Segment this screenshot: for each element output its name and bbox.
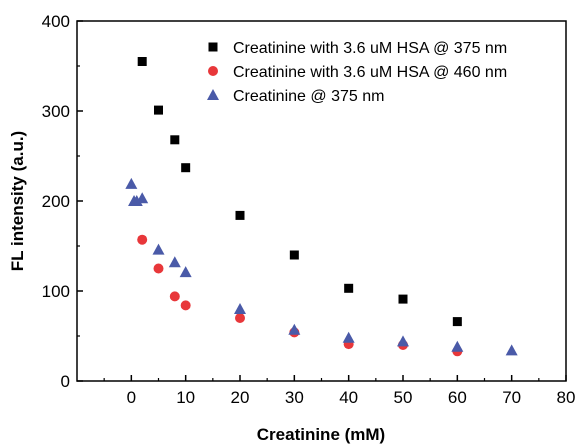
point-series-2 [153, 263, 164, 274]
legend-marker-3 [207, 89, 219, 100]
point-series-2 [235, 313, 245, 323]
point-series-1 [181, 163, 191, 173]
point-series-3 [451, 340, 464, 352]
point-series-2 [180, 300, 191, 311]
point-series-2 [137, 234, 148, 245]
point-series-1 [289, 250, 299, 260]
y-tick-label: 100 [42, 282, 70, 301]
x-tick-label: 70 [502, 388, 521, 407]
point-series-1 [137, 57, 147, 66]
x-tick-label: 80 [557, 388, 576, 407]
legend-label-3: Creatinine @ 375 nm [233, 88, 384, 105]
x-tick-label: 20 [231, 388, 250, 407]
point-series-3 [342, 331, 355, 343]
x-tick-label: 60 [448, 388, 467, 407]
y-axis-title: FL intensity (a.u.) [8, 131, 27, 271]
legend-label-2: Creatinine with 3.6 uM HSA @ 460 nm [233, 64, 507, 81]
point-series-3 [125, 177, 138, 189]
x-tick-label: 30 [285, 388, 304, 407]
x-tick-label: 0 [127, 388, 136, 407]
x-tick-label: 10 [176, 388, 195, 407]
point-series-1 [235, 210, 245, 220]
point-series-1 [344, 283, 354, 293]
y-tick-label: 400 [42, 12, 70, 31]
point-series-3 [288, 323, 301, 335]
point-series-3 [136, 192, 149, 204]
legend-marker-2 [208, 66, 218, 76]
point-series-3 [152, 243, 165, 255]
y-axis: 0 100 200 300 400 [42, 12, 83, 391]
point-series-3 [505, 344, 518, 356]
legend-marker-1 [208, 42, 218, 52]
x-axis: 0 10 20 30 40 50 60 70 80 [103, 375, 576, 407]
point-series-1 [452, 317, 462, 327]
point-series-2 [169, 291, 180, 302]
point-series-3 [168, 256, 181, 268]
legend-label-1: Creatinine with 3.6 uM HSA @ 375 nm [233, 40, 507, 57]
legend: Creatinine with 3.6 uM HSA @ 375 nm Creat… [207, 40, 507, 105]
point-series-3 [234, 303, 246, 314]
x-tick-label: 50 [394, 388, 413, 407]
point-series-3 [397, 335, 409, 347]
point-series-1 [170, 135, 180, 145]
y-tick-label: 300 [42, 102, 70, 121]
y-tick-label: 0 [61, 372, 70, 391]
point-series-1 [398, 294, 408, 304]
point-series-1 [154, 105, 163, 115]
x-axis-title: Creatinine (mM) [257, 425, 385, 444]
point-series-3 [179, 266, 192, 278]
x-tick-label: 40 [339, 388, 358, 407]
y-tick-label: 200 [42, 192, 70, 211]
data-points [125, 57, 518, 357]
